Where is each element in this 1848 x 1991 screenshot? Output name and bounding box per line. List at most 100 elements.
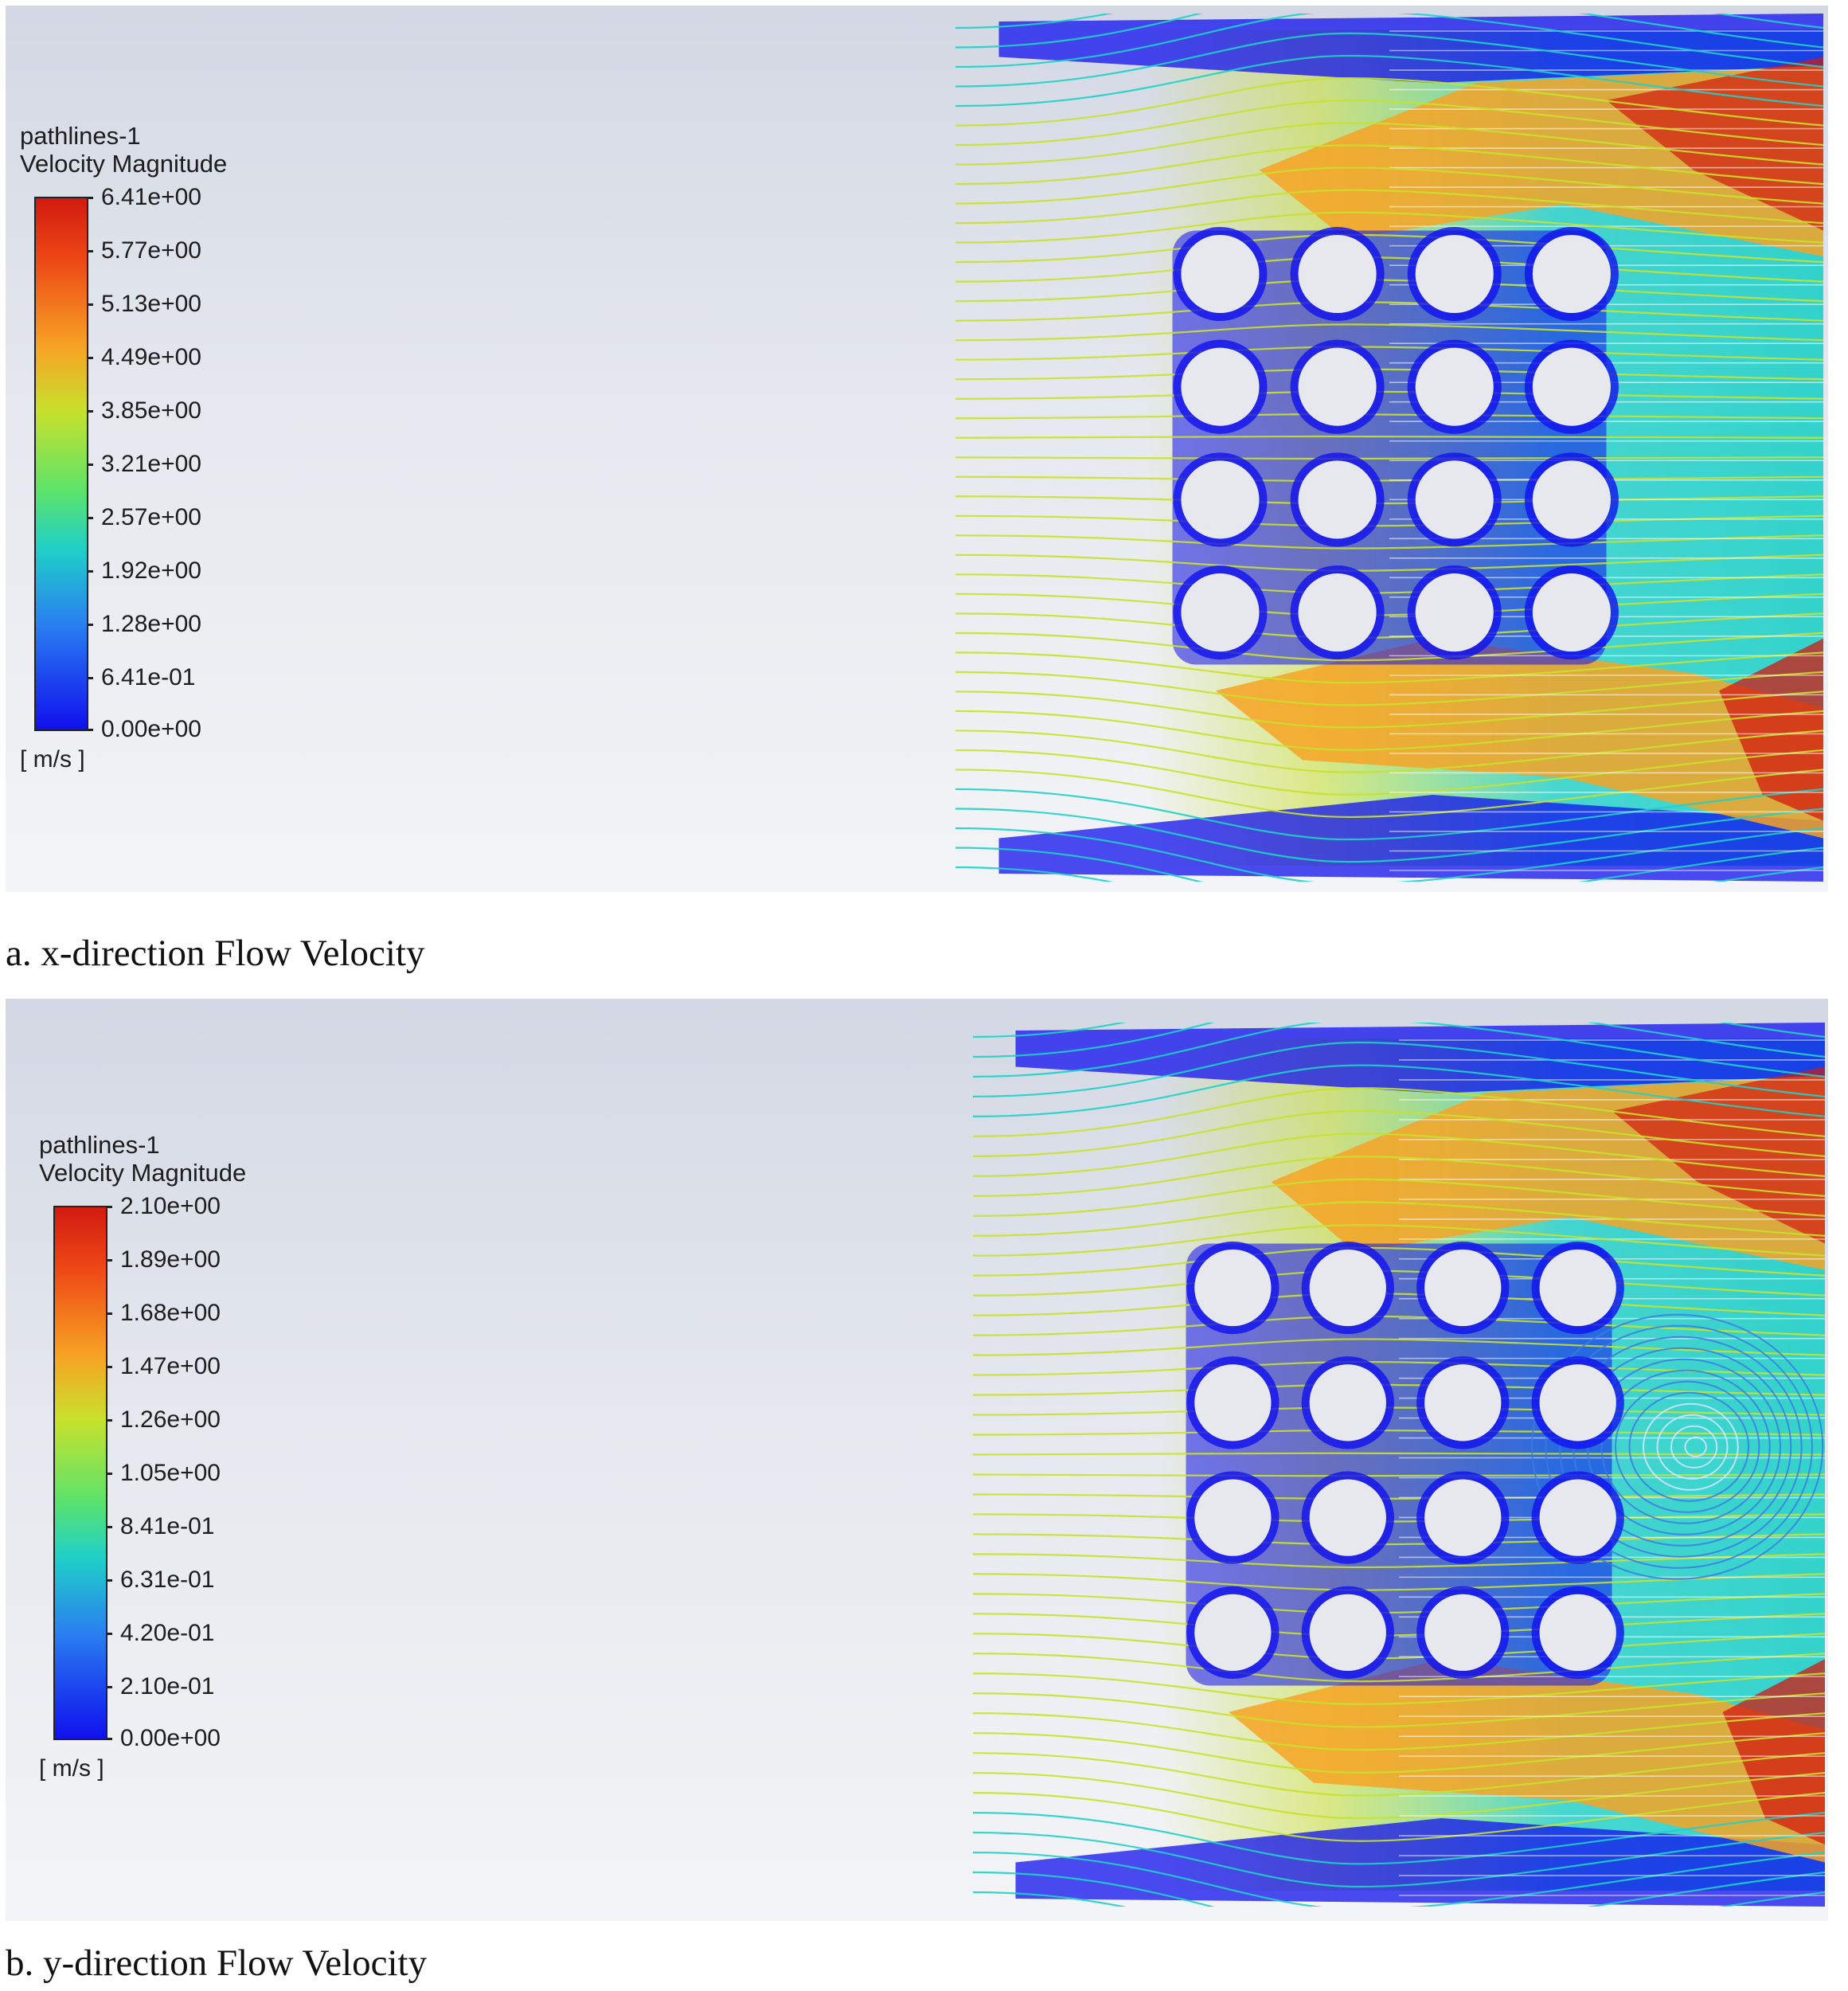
tick-a-9 <box>87 677 93 679</box>
vortex-ring <box>1600 1369 1771 1524</box>
tick-a-7 <box>87 570 93 573</box>
pathline <box>973 1178 1825 1217</box>
legend-title-b-line1: pathlines-1 <box>39 1131 160 1159</box>
pathline <box>955 76 1823 127</box>
cylinder <box>1415 460 1494 539</box>
pathline-plot-a <box>955 14 1823 882</box>
tick-label-b-10: 0.00e+00 <box>120 1725 221 1751</box>
cylinder <box>1194 1249 1272 1327</box>
tick-a-0 <box>87 197 93 199</box>
tick-label-b-1: 1.89e+00 <box>120 1246 221 1273</box>
tick-b-7 <box>106 1579 112 1582</box>
pathline <box>973 1041 1825 1098</box>
cylinder <box>1532 234 1611 314</box>
tick-a-10 <box>87 729 93 731</box>
pathline <box>955 166 1823 205</box>
cylinder <box>1539 1594 1616 1672</box>
tick-label-a-5: 3.21e+00 <box>101 451 201 477</box>
tick-b-0 <box>106 1206 112 1208</box>
legend-title-a-line1: pathlines-1 <box>20 122 141 150</box>
unit-label-a: [ m/s ] <box>20 746 85 773</box>
pathline <box>955 651 1823 684</box>
cylinder <box>1415 347 1494 426</box>
pathline <box>973 1109 1825 1157</box>
tick-b-9 <box>106 1686 112 1688</box>
pathline <box>955 808 1823 863</box>
pathline <box>973 1224 1825 1257</box>
array-region <box>1186 1243 1612 1686</box>
legend-title-b-line2: Velocity Magnitude <box>39 1159 247 1187</box>
tick-label-b-2: 1.68e+00 <box>120 1300 221 1326</box>
tick-b-3 <box>106 1366 112 1368</box>
tick-label-a-4: 3.85e+00 <box>101 397 201 424</box>
pathline <box>973 1792 1825 1842</box>
array-region <box>1172 230 1607 665</box>
tick-label-b-6: 8.41e-01 <box>120 1513 215 1539</box>
cylinder <box>1181 573 1260 652</box>
cylinder <box>1181 347 1260 426</box>
cylinder <box>1539 1249 1616 1327</box>
tick-label-b-8: 4.20e-01 <box>120 1620 215 1646</box>
cylinder-array <box>1173 226 1619 660</box>
cylinder <box>1309 1364 1386 1441</box>
legend-title-a-line2: Velocity Magnitude <box>20 150 228 178</box>
pathline <box>973 1752 1825 1797</box>
tick-b-5 <box>106 1473 112 1475</box>
pathline <box>973 1831 1825 1888</box>
caption-b: b. y-direction Flow Velocity <box>6 1942 428 1984</box>
pathline <box>955 14 1823 49</box>
tick-label-a-10: 0.00e+00 <box>101 716 201 742</box>
pathline <box>973 1851 1825 1907</box>
pathline <box>955 749 1823 796</box>
tick-a-3 <box>87 357 93 359</box>
tick-b-4 <box>106 1419 112 1422</box>
cylinder <box>1194 1364 1272 1441</box>
pathline <box>955 100 1823 147</box>
velocity-plot-panel-a: pathlines-1 Velocity Magnitude 6.41e+00 … <box>6 6 1828 892</box>
pathline <box>973 1023 1825 1078</box>
cylinder <box>1532 347 1611 426</box>
pathline <box>973 1811 1825 1865</box>
pathline <box>973 1087 1825 1137</box>
pathline <box>955 54 1823 108</box>
slow-region-bottom <box>998 795 1823 882</box>
pathline <box>973 1672 1825 1705</box>
pathline <box>955 323 1823 342</box>
pathline <box>955 788 1823 841</box>
tick-label-b-3: 1.47e+00 <box>120 1353 221 1379</box>
tick-label-a-9: 6.41e-01 <box>101 664 196 690</box>
vortex-ring <box>1531 1313 1824 1580</box>
pathlines <box>973 1023 1825 1907</box>
tick-label-a-2: 5.13e+00 <box>101 291 201 317</box>
cylinder <box>1415 573 1494 652</box>
cylinder-array <box>1186 1241 1624 1680</box>
tick-a-4 <box>87 410 93 413</box>
pathline <box>973 1023 1825 1058</box>
pathline <box>955 632 1823 662</box>
pathline <box>973 1201 1825 1237</box>
unit-label-b: [ m/s ] <box>39 1755 104 1782</box>
tick-b-1 <box>106 1259 112 1261</box>
pathline <box>955 827 1823 882</box>
tick-label-a-7: 1.92e+00 <box>101 557 201 584</box>
cylinder <box>1539 1364 1616 1441</box>
tick-b-10 <box>106 1738 112 1740</box>
pathline <box>955 534 1823 550</box>
pathline <box>955 435 1823 439</box>
pathline <box>973 1732 1825 1774</box>
pathline <box>955 769 1823 819</box>
pathline <box>955 671 1823 706</box>
colorbar-a <box>34 197 88 731</box>
pathline <box>955 211 1823 244</box>
pathline <box>955 189 1823 225</box>
cylinder <box>1424 1249 1502 1327</box>
tick-b-6 <box>106 1526 112 1528</box>
tick-label-b-4: 1.26e+00 <box>120 1406 221 1433</box>
vortex-ring <box>1656 1414 1729 1480</box>
tick-a-2 <box>87 303 93 306</box>
cylinder <box>1424 1364 1502 1441</box>
pathline <box>955 144 1823 186</box>
pathline <box>955 122 1823 166</box>
pathline <box>973 1692 1825 1728</box>
cylinder <box>1424 1594 1502 1672</box>
